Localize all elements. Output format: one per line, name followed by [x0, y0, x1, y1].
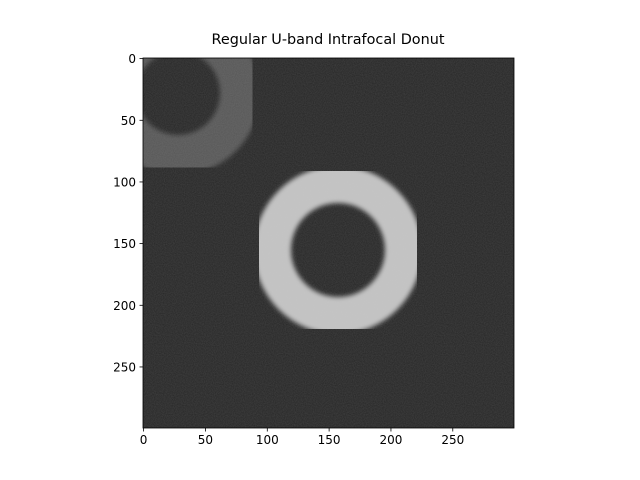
x-tick-label: 100 [256, 433, 279, 447]
y-tick-label: 200 [113, 299, 136, 313]
y-tick-label: 0 [128, 52, 136, 66]
y-tick-label: 150 [113, 237, 136, 251]
x-tick-label: 200 [379, 433, 402, 447]
x-tick-label: 0 [140, 433, 148, 447]
axes-frame [142, 57, 515, 429]
x-tick-label: 50 [198, 433, 213, 447]
image-noise [143, 58, 514, 428]
x-tick-label: 150 [318, 433, 341, 447]
y-tick-label: 100 [113, 175, 136, 189]
chart-title: Regular U-band Intrafocal Donut [212, 32, 445, 48]
x-tick-label: 250 [441, 433, 464, 447]
y-tick-label: 250 [113, 360, 136, 374]
y-tick-label: 50 [121, 114, 136, 128]
image [143, 58, 514, 428]
